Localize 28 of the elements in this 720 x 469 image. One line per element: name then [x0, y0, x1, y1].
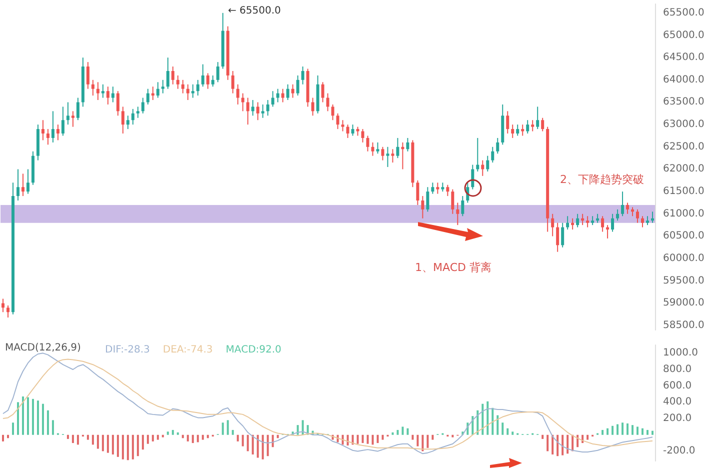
y-tick-label: 800.0 — [663, 364, 692, 376]
y-tick-label: 59500.0 — [663, 275, 704, 286]
text: DEA:-74.3 — [162, 344, 213, 356]
annotation: 2、下降趋势突破 — [560, 173, 644, 186]
y-tick-label: 64500.0 — [663, 52, 704, 64]
y-tick-label: 61500.0 — [663, 186, 704, 198]
y-tick-label: 63500.0 — [663, 96, 704, 108]
y-tick-label: 64000.0 — [663, 74, 704, 86]
y-tick-label: 62000.0 — [663, 164, 704, 175]
y-tick-label: 600.0 — [663, 380, 692, 392]
y-tick-label: 200.0 — [663, 413, 692, 424]
text: MACD:92.0 — [226, 344, 282, 356]
y-tick-label: 63000.0 — [663, 119, 704, 130]
chart-title: MACD(12,26,9) — [5, 342, 82, 354]
y-tick-label: 62500.0 — [663, 141, 704, 152]
y-tick-label: 58500.0 — [663, 320, 704, 332]
y-tick-label: 60500.0 — [663, 230, 704, 242]
annotation: 1、MACD 背离 — [415, 261, 492, 274]
text: DIF:-28.3 — [105, 344, 150, 356]
y-tick-label: 65000.0 — [663, 30, 704, 41]
y-tick-label: 60000.0 — [663, 253, 704, 264]
y-tick-label: 1000.0 — [663, 348, 698, 359]
y-tick-label: 61000.0 — [663, 208, 704, 220]
annotation: ← 65500.0 — [228, 6, 281, 16]
y-tick-label: 59000.0 — [663, 298, 704, 309]
y-tick-label: 65500.0 — [663, 7, 704, 18]
y-tick-label: -200.0 — [663, 446, 696, 457]
y-tick-label: 400.0 — [663, 396, 692, 408]
